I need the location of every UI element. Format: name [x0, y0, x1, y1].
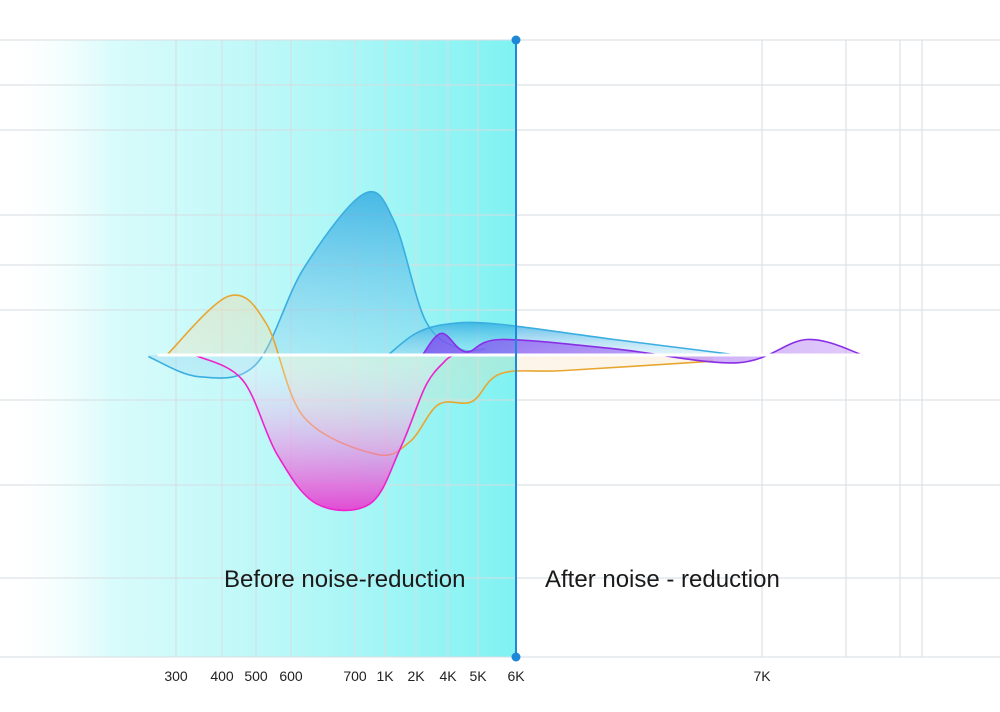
tick-label-6k: 6K	[507, 668, 525, 684]
tick-label-600: 600	[279, 668, 303, 684]
tick-label-7k: 7K	[753, 668, 771, 684]
divider-bottom-dot	[511, 652, 521, 662]
curve-line-5-purple	[421, 332, 864, 364]
x-tick-labels: 300 400 500 600 700 1K 2K 4K 5K 6K 7K	[164, 668, 771, 684]
divider-top-dot	[511, 35, 521, 45]
curve-area-1-blue	[148, 191, 486, 379]
curves-layer	[148, 191, 864, 512]
curve-line-4-magenta	[194, 354, 455, 512]
tick-label-5k: 5K	[469, 668, 487, 684]
tick-label-2k: 2K	[407, 668, 425, 684]
tick-label-700: 700	[343, 668, 367, 684]
tick-label-4k: 4K	[439, 668, 457, 684]
tick-label-400: 400	[210, 668, 234, 684]
before-region-label: Before noise-reduction	[224, 566, 465, 593]
curve-line-3-orange	[166, 294, 713, 456]
curve-area-2-blue	[388, 322, 738, 355]
curve-area-4-magenta	[194, 355, 454, 511]
horizontal-gridlines	[0, 39, 1000, 658]
tick-label-1k: 1K	[376, 668, 394, 684]
tick-label-300: 300	[164, 668, 188, 684]
curve-line-2-blue	[387, 321, 738, 356]
tick-label-500: 500	[244, 668, 268, 684]
after-region-label: After noise - reduction	[545, 566, 780, 593]
